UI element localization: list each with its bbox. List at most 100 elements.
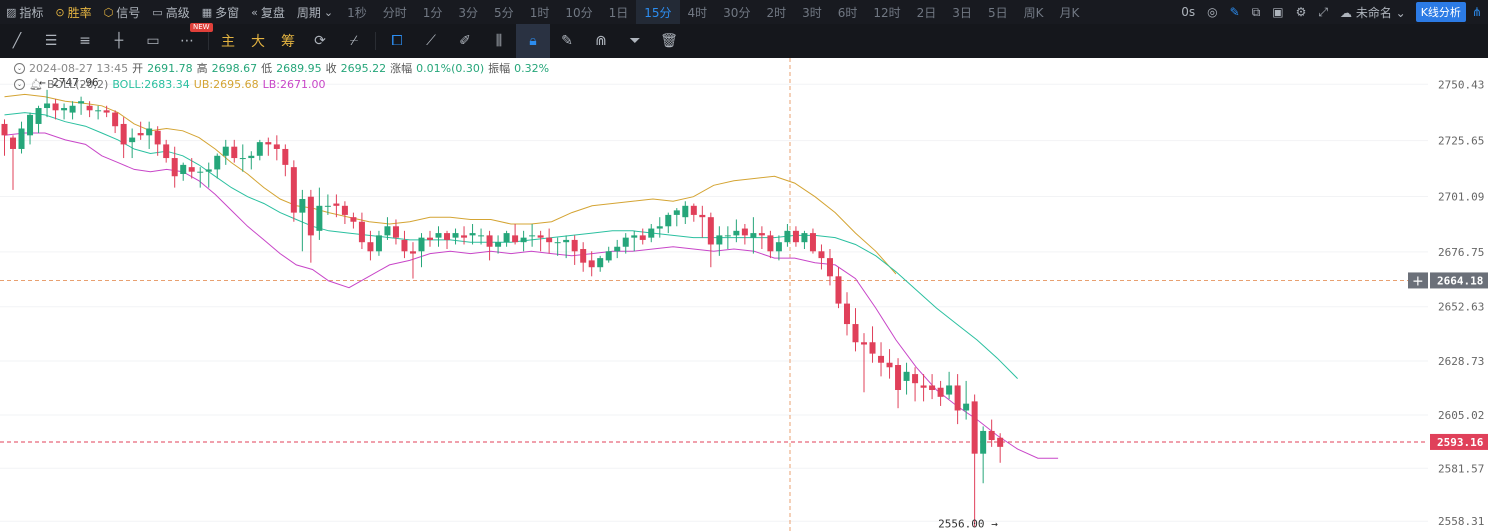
multi-window-button[interactable]: ▦ 多窗 [201,5,240,20]
win-rate-button[interactable]: ⊙ 胜率 [55,5,92,20]
candle-body [580,249,587,263]
advanced-button[interactable]: ▭ 高级 [152,5,190,20]
tab-timeframe[interactable]: 3时 [802,5,822,20]
chip-button[interactable]: 筹 [281,34,295,50]
horizontal-ray-icon[interactable]: ┼ [114,33,124,49]
rectangle-icon[interactable]: ▭ [146,33,160,49]
settings-icon[interactable]: ⚙ [1295,5,1307,19]
bell-icon[interactable]: 🔔︎ [29,78,43,91]
eraser-pen-icon[interactable]: ⌿ [349,33,359,49]
candle-body [741,228,748,236]
plus-icon[interactable]: + [1412,273,1424,289]
candle-body [205,169,212,172]
candle-body [401,239,408,252]
filter-icon[interactable]: ⏷ [629,33,641,49]
layout-icon[interactable]: ⧉ [1251,4,1261,19]
main-button[interactable]: 主 [221,34,235,50]
tab-timeframe[interactable]: 15分 [636,0,680,24]
tab-timeframe[interactable]: 1时 [529,5,550,20]
candle-body [367,242,374,252]
replay-button[interactable]: «复盘 [251,5,285,20]
ohlc-info: ⌄ 2024-08-27 13:45 开 2691.78 高 2698.67 低 26… [14,60,549,76]
horizontal-lines-icon[interactable]: ≡ [79,33,91,49]
candle-body [631,235,638,238]
tab-timeframe[interactable]: 周K [1023,5,1044,20]
kline-analysis-button[interactable]: K线分析 [1415,2,1466,22]
tab-timeframe[interactable]: 5日 [987,5,1008,20]
big-button[interactable]: 大 [251,34,265,50]
multi-window-icon: ▦ [201,5,213,19]
parallel-lines-icon[interactable]: ☰ [44,33,58,49]
new-badge: NEW [190,23,213,32]
candle-body [529,235,536,237]
high-marker: ← 2747.96 [39,76,99,89]
tab-timeframe[interactable]: 1日 [608,5,629,20]
window-icon[interactable]: ▣ [1272,5,1284,19]
tab-timeframe[interactable]: 5分 [494,5,514,20]
y-tick-label: 2581.57 [1438,462,1484,475]
candle-body [154,130,161,145]
candle-body [214,155,221,170]
candle-body [963,403,970,411]
tab-timeframe[interactable]: 分时 [382,5,407,20]
candle-body [418,237,425,252]
collapse-icon[interactable]: ⌄ [14,79,25,90]
collapse-icon[interactable]: ⌄ [14,62,25,74]
tab-timeframe[interactable]: 2时 [766,5,787,20]
period-dropdown[interactable]: 周期 ⌄ [296,5,334,20]
tab-timeframe[interactable]: 1分 [422,5,443,20]
camera-icon[interactable]: ◎ [1207,5,1218,19]
candle-body [843,303,850,325]
edit-icon[interactable]: ✎ [561,33,573,49]
candle-body [146,128,153,136]
candle-body [282,148,289,165]
trend-line-icon[interactable]: ╱ [12,33,22,49]
candle-body [716,235,723,245]
candlestick-chart[interactable]: 2750.43 2725.65 2701.09 2676.75 2652.63 2628.… [0,58,1488,531]
tab-timeframe[interactable]: 12时 [873,5,901,20]
tab-timeframe[interactable]: 4时 [687,5,708,20]
candle-body [86,105,93,111]
candle-body [129,137,136,143]
tab-timeframe[interactable]: 3日 [952,5,972,20]
magnet-icon[interactable]: ⋒ [595,33,607,49]
candle-body [171,158,178,177]
candle-body [792,230,799,243]
tab-timeframe[interactable]: 月K [1059,5,1080,20]
candle-body [750,233,757,238]
tab-timeframe[interactable]: 30分 [723,5,751,20]
signal-button[interactable]: ⬡ 信号 [103,5,141,20]
drawing-toolbar: ╱ ☰ ≡ ┼ ▭ ⋯ 主 大 筹 ⟳ ⌿ ⧠ ⟋ ✐ ⫼ 🔒︎ ✎ ⋒ ⏷ 🗑… [0,24,1488,58]
candle-body [10,137,17,149]
account-dropdown[interactable]: ☁ 未命名 ⌄ [1340,5,1406,20]
chevron-down-icon: ⌄ [323,5,334,19]
copy-icon[interactable]: ⧠ [391,33,403,49]
pen-icon[interactable]: ✎ [1229,5,1240,19]
candle-body [18,128,25,149]
tab-timeframe[interactable]: 1秒 [347,5,367,20]
candle-body [375,235,382,252]
tab-timeframe[interactable]: 6时 [837,5,858,20]
more-tools-icon[interactable]: ⋯ [180,33,194,49]
crosshair-add-button[interactable] [1408,272,1428,289]
chart-area[interactable]: 2750.43 2725.65 2701.09 2676.75 2652.63 2628.… [0,58,1488,531]
tab-timeframe[interactable]: 2日 [916,5,937,20]
lock-icon[interactable]: 🔒︎ [516,24,550,58]
ruler-icon[interactable]: ⟋ [426,33,436,49]
share-icon[interactable]: ⋔ [1471,5,1482,19]
candle-body [971,401,978,454]
y-tick-label: 2558.31 [1438,515,1484,528]
candle-body [614,246,621,252]
brush-icon[interactable]: ✐ [459,33,471,49]
tab-timeframe[interactable]: 10分 [565,5,593,20]
tab-timeframe[interactable]: 3分 [458,5,479,20]
candle-body [290,167,297,213]
candle-body [358,221,365,243]
indicator-button[interactable]: ▨ 指标 [6,5,44,20]
candles-icon[interactable]: ⫼ [495,33,503,49]
sync-icon[interactable]: ⟳ [314,33,326,49]
fullscreen-icon[interactable]: ⤢ [1318,4,1328,19]
trash-icon[interactable]: 🗑︎ [660,33,678,49]
candle-body [197,171,204,173]
candle-body [469,233,476,236]
